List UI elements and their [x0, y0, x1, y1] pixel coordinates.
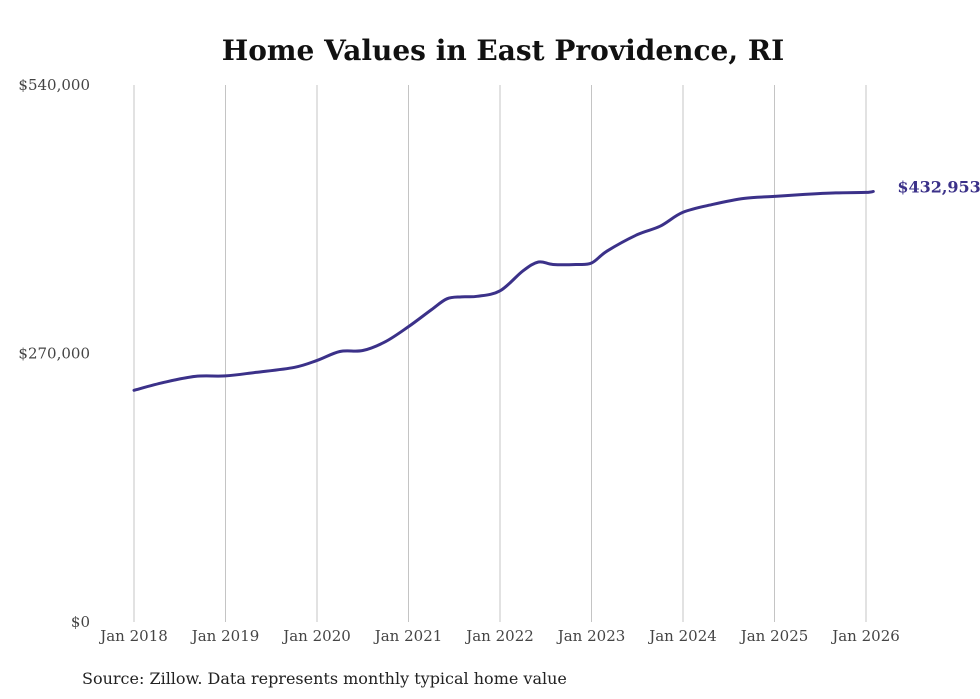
series-lines — [132, 189, 875, 392]
vertical-gridlines — [133, 85, 867, 622]
x-tick-label: Jan 2024 — [647, 627, 717, 645]
x-tick-label: Jan 2019 — [190, 627, 260, 645]
source-note: Source: Zillow. Data represents monthly … — [82, 669, 567, 688]
x-tick-label: Jan 2021 — [373, 627, 443, 645]
x-tick-label: Jan 2018 — [98, 627, 168, 645]
chart-title: Home Values in East Providence, RI — [222, 34, 784, 67]
x-tick-label: Jan 2023 — [556, 627, 626, 645]
x-tick-label: Jan 2025 — [739, 627, 809, 645]
end-value-label: $432,953 — [897, 177, 980, 196]
y-tick-label: $540,000 — [18, 76, 90, 94]
y-axis-tick-labels: $0 $270,000 $540,000 — [18, 76, 90, 631]
y-tick-label: $0 — [71, 613, 90, 631]
x-tick-label: Jan 2020 — [281, 627, 351, 645]
x-tick-label: Jan 2026 — [830, 627, 900, 645]
y-tick-label: $270,000 — [18, 345, 90, 363]
x-tick-label: Jan 2022 — [464, 627, 534, 645]
x-axis-tick-labels: Jan 2018 Jan 2019 Jan 2020 Jan 2021 Jan 2022… — [98, 627, 900, 645]
series-line — [132, 189, 875, 392]
